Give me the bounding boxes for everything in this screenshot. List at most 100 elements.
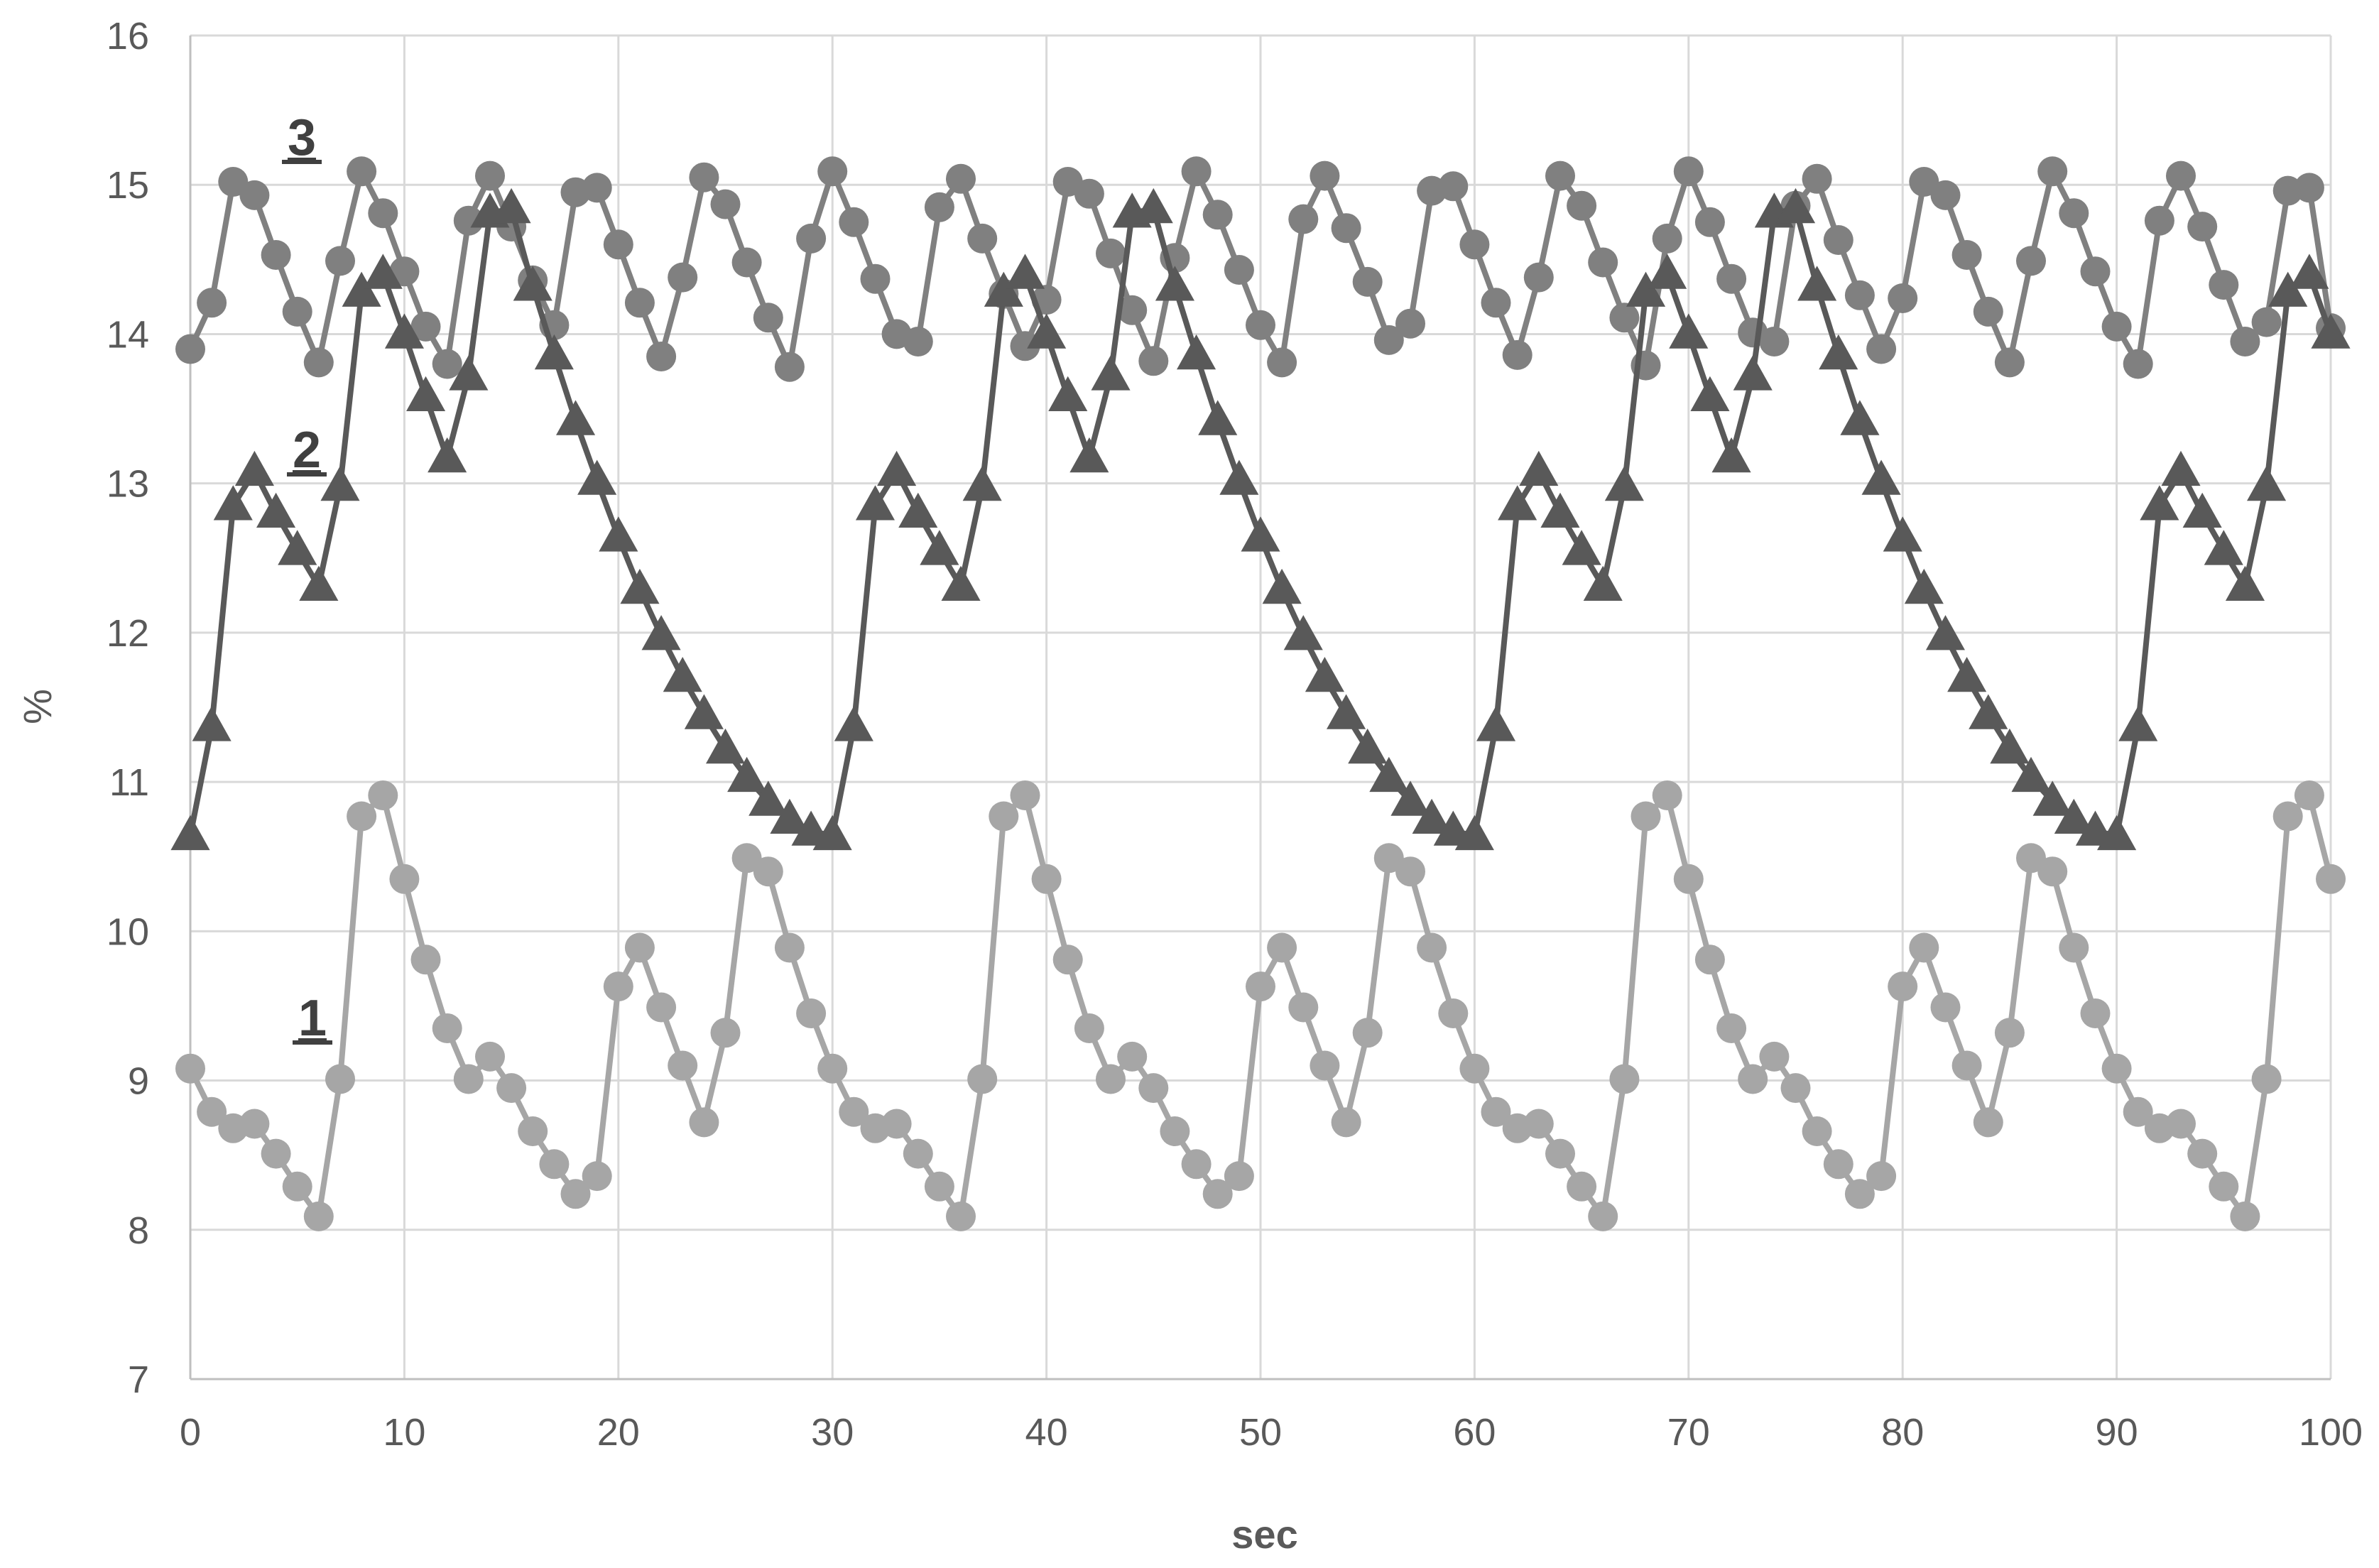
series-3-point xyxy=(1652,223,1682,254)
series-1-point xyxy=(1267,932,1297,963)
series-1-point xyxy=(1331,1107,1361,1138)
series-1-point xyxy=(774,932,805,963)
series-1-point xyxy=(1074,1013,1104,1043)
series-1-point xyxy=(1802,1116,1832,1146)
x-axis-ticks: 0 10 20 30 40 50 60 70 80 90 100 xyxy=(180,1411,2363,1454)
x-tick-label: 10 xyxy=(383,1411,425,1454)
y-tick-label: 7 xyxy=(128,1359,149,1401)
series-2-point xyxy=(1583,565,1623,601)
series-1-point xyxy=(410,944,441,975)
series-3-point xyxy=(261,240,291,270)
series-1-point xyxy=(2209,1171,2239,1202)
series-1-point xyxy=(175,1053,205,1084)
series-1-point xyxy=(817,1053,848,1084)
series-1-point xyxy=(1609,1064,1640,1094)
series-1-point xyxy=(197,1096,227,1127)
x-tick-label: 100 xyxy=(2299,1411,2363,1454)
series-1-point xyxy=(282,1171,312,1202)
series-1-point xyxy=(1138,1073,1169,1104)
series-3-point xyxy=(796,223,827,254)
series-2-point xyxy=(1262,568,1302,604)
series-2-point xyxy=(1027,313,1067,349)
series-2-point xyxy=(748,780,788,816)
series-2-point xyxy=(577,459,617,495)
series-3-point xyxy=(1866,334,1897,364)
series-1-point xyxy=(1631,801,1661,832)
series-2-point xyxy=(1519,450,1559,486)
series-1-point xyxy=(1588,1201,1618,1231)
series-1-point xyxy=(1288,992,1319,1023)
series-3-point xyxy=(731,247,762,278)
series-3-point xyxy=(1438,171,1469,202)
series-2-point xyxy=(2225,565,2265,601)
series-2-point xyxy=(898,492,938,528)
series-1-point xyxy=(710,1018,741,1048)
series-3-point xyxy=(1138,346,1169,376)
series-2-point xyxy=(1775,187,1816,224)
series-3-point xyxy=(1951,240,1982,270)
series-2-point xyxy=(855,485,895,521)
series-2-point xyxy=(491,187,531,224)
series-1-point xyxy=(1417,932,1447,963)
series-1-point xyxy=(2251,1064,2282,1094)
series-3-point xyxy=(1096,238,1126,268)
x-tick-label: 90 xyxy=(2096,1411,2138,1454)
series-1-point xyxy=(1545,1138,1575,1169)
series-3-point xyxy=(1224,255,1254,285)
series-2-point xyxy=(1454,815,1494,851)
series-2-point xyxy=(1904,568,1944,604)
series-3-point xyxy=(1074,178,1104,209)
series-1 xyxy=(175,780,2346,1231)
series-2-point xyxy=(770,798,810,834)
series-2-point xyxy=(1327,694,1366,729)
series-2-point xyxy=(1048,376,1088,411)
series-1-point xyxy=(753,856,783,887)
series-1-point xyxy=(1951,1050,1982,1081)
series-1-point xyxy=(731,843,762,873)
series-1-point xyxy=(1160,1116,1190,1146)
series-2-point xyxy=(834,706,873,741)
series-2-point xyxy=(2268,271,2308,307)
series-3-point xyxy=(1973,296,2003,327)
series-2-point xyxy=(1861,459,1901,495)
series-2-point xyxy=(363,254,403,289)
series-2 xyxy=(170,187,2351,851)
series-2-point xyxy=(2311,313,2351,349)
series-2-point xyxy=(2097,815,2137,851)
series-3-point xyxy=(1909,167,1939,197)
series-3-point xyxy=(368,198,398,229)
series-1-point xyxy=(1780,1073,1811,1104)
series-label-2: 2 xyxy=(293,422,321,479)
series-1-point xyxy=(2166,1109,2196,1139)
series-2-point xyxy=(1990,728,2030,764)
series-3-point xyxy=(1459,229,1490,260)
series-1-point xyxy=(1844,1179,1875,1209)
series-1-point xyxy=(1395,856,1425,887)
series-3-point xyxy=(1373,325,1404,355)
series-2-point xyxy=(1669,313,1709,349)
series-2-point xyxy=(877,450,917,486)
series-3-point xyxy=(710,189,741,219)
series-1-point xyxy=(2316,864,2346,894)
series-3-point xyxy=(218,167,249,197)
series-3-point xyxy=(1609,303,1640,333)
series-3-point xyxy=(1673,156,1704,187)
series-3-point xyxy=(2187,212,2218,242)
series-2-point xyxy=(2118,706,2158,741)
series-1-point xyxy=(1096,1064,1126,1094)
series-2-point xyxy=(1305,657,1344,692)
series-3-point xyxy=(432,349,462,379)
series-2-point xyxy=(663,657,702,692)
series-1-point xyxy=(839,1096,869,1127)
series-3-point xyxy=(1523,262,1554,293)
series-2-point xyxy=(1005,254,1045,289)
series-1-point xyxy=(2187,1138,2218,1169)
series-label-3: 3 xyxy=(288,109,316,166)
series-3-point xyxy=(1802,163,1832,194)
series-1-point xyxy=(1888,971,1918,1002)
series-1-point xyxy=(582,1161,612,1192)
series-2-point xyxy=(513,266,552,301)
series-3-point xyxy=(1288,204,1319,234)
series-2-point xyxy=(1177,334,1216,370)
series-3-point xyxy=(1246,310,1275,340)
